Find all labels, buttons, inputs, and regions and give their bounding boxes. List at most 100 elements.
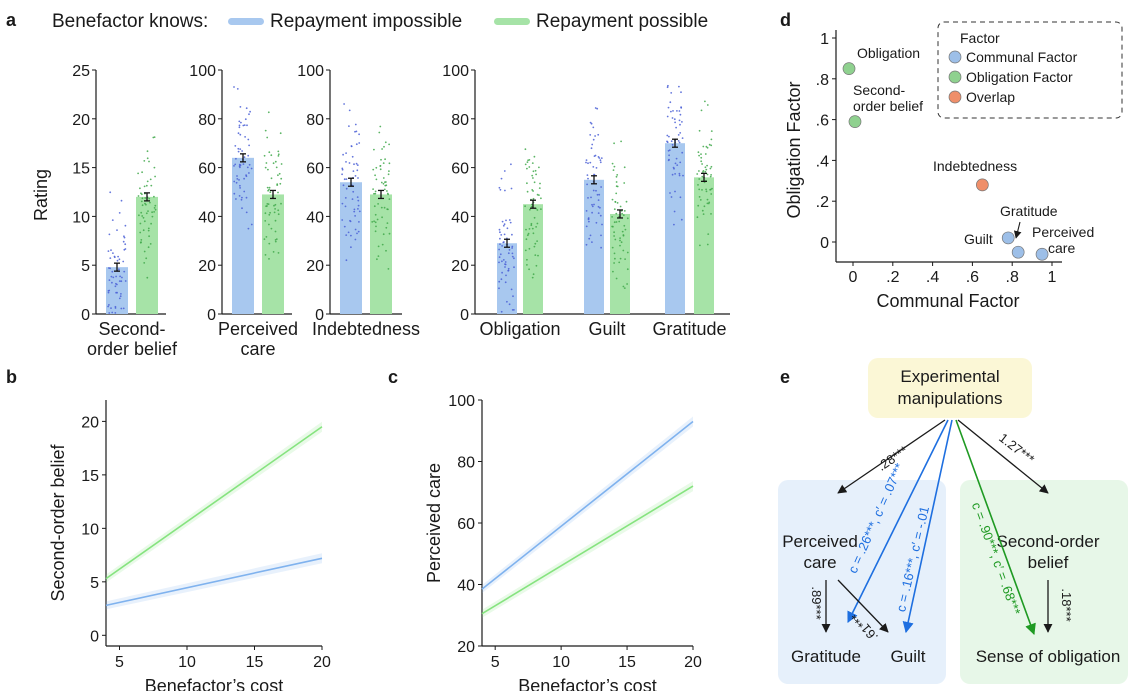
panel-a-dot [353, 208, 356, 211]
panel-a-dot [112, 252, 114, 255]
panel-c-plot: 5 10 15 20 20 40 60 80 100 Benefactor’s cost Perce… [424, 393, 702, 696]
panel-a-dot [624, 228, 627, 231]
panel-a-dot [526, 167, 528, 170]
panel-a-dot [248, 163, 251, 166]
panel-a-dot [354, 228, 357, 231]
panel-d-point-label-gratitude: Gratitude [1000, 203, 1058, 219]
panel-a-dot [382, 182, 385, 185]
panel-a-dot [343, 225, 346, 228]
panel-a-dot [615, 212, 618, 215]
panel-a-dot [506, 300, 508, 303]
panel-a-dot [270, 154, 273, 157]
panel-a-ytick-label-2-2: 40 [306, 209, 324, 226]
panel-a-dot [358, 133, 360, 136]
panel-a-dot [141, 197, 144, 200]
panel-a-category-label-0: Second- [98, 319, 165, 339]
panel-a-dot [531, 162, 534, 165]
panel-a-dot [674, 190, 676, 193]
panel-a-dot [499, 253, 502, 256]
panel-a-dot [611, 198, 614, 201]
panel-a-dot [351, 155, 354, 158]
panel-a-dot [236, 88, 239, 90]
panel-a-dot [268, 186, 271, 189]
panel-a-dot [107, 250, 110, 253]
panel-c-xtick-label: 10 [552, 654, 570, 671]
panel-a-dot [507, 269, 510, 272]
panel-a-dot [696, 173, 699, 175]
panel-a-dot [679, 113, 682, 116]
panel-a-dot [504, 263, 506, 265]
panel-a-ytick-label-0-2: 10 [72, 209, 90, 226]
panel-a-dot [151, 211, 154, 214]
panel-a-ytick-label-3-2: 40 [451, 209, 469, 226]
panel-a-dot [698, 196, 701, 198]
panel-a-dot [274, 203, 277, 206]
panel-a-dot [147, 246, 150, 249]
panel-a-dot [667, 84, 669, 87]
panel-a-dot [587, 197, 589, 199]
panel-a-dot [388, 162, 391, 165]
panel-b-ytick-label: 15 [81, 468, 99, 485]
panel-a-dot [347, 231, 350, 234]
panel-a-dot [373, 148, 375, 151]
panel-a-dot [137, 172, 140, 175]
panel-a-dot [530, 222, 533, 225]
panel-a-dot [345, 178, 348, 181]
panel-a-dot [670, 92, 673, 94]
panel-a-dot [243, 124, 246, 126]
panel-d-legend-box [937, 21, 1123, 119]
panel-a-dot [112, 276, 115, 279]
panel-a-dot [117, 255, 119, 258]
panel-a-dot [623, 210, 626, 212]
panel-a-dot [145, 184, 148, 187]
panel-a-ytick-label-1-4: 80 [198, 112, 216, 129]
panel-a-dot [274, 208, 276, 210]
panel-a-dot [669, 192, 671, 194]
panel-a-dot [532, 197, 535, 200]
panel-a-dot [143, 220, 146, 223]
panel-a-dot [619, 205, 622, 208]
panel-a-dot [352, 190, 355, 193]
panel-a-dot [502, 224, 505, 227]
panel-d-point-3 [1011, 245, 1025, 259]
panel-a-dot [585, 225, 588, 228]
panel-a-dot [343, 178, 346, 181]
panel-a-dot [374, 230, 377, 233]
panel-a-dot [110, 275, 113, 278]
panel-a-dot [612, 270, 614, 273]
panel-a-dot [236, 178, 239, 180]
panel-a-dot [512, 295, 514, 298]
panel-a-dot [615, 181, 618, 183]
panel-a-dot [499, 237, 501, 240]
panel-a-dot [620, 241, 623, 244]
panel-a-dot [669, 101, 672, 104]
panel-a-dot [538, 166, 540, 169]
panel-a-dot [341, 219, 344, 221]
panel-a-dot [626, 217, 629, 220]
panel-a-dot [358, 142, 361, 144]
panel-a-dot [527, 232, 530, 235]
label-path-sob-obligation: .18*** [1059, 588, 1074, 621]
panel-a-ytick-label-1-2: 40 [198, 209, 216, 226]
panel-a-dot [696, 216, 699, 219]
panel-c-xlabel: Benefactor’s cost [518, 676, 656, 691]
panel-a-dot [599, 206, 601, 209]
panel-a-dot [504, 189, 506, 192]
panel-a-dot [384, 158, 386, 161]
panel-a-category-label-2: Indebtedness [312, 319, 420, 339]
legend-swatch-possible [494, 18, 530, 25]
panel-a-dot [508, 249, 511, 251]
panel-a-ytick-label-3-4: 80 [451, 112, 469, 129]
panel-a-dot [139, 222, 142, 225]
panel-a-category-label-1: Perceived [218, 319, 298, 339]
panel-a-dot [146, 150, 149, 153]
panel-a-dot [593, 173, 595, 176]
panel-a-dot [111, 281, 113, 284]
panel-a-dot [272, 162, 275, 165]
panel-a-ytick-label-0-4: 20 [72, 112, 90, 129]
panel-a-dot [674, 162, 677, 165]
panel-a-ytick-label-2-0: 0 [315, 307, 324, 324]
panel-a-dot [108, 267, 110, 269]
panel-a-dot [264, 166, 267, 169]
panel-a-dot [676, 110, 678, 112]
